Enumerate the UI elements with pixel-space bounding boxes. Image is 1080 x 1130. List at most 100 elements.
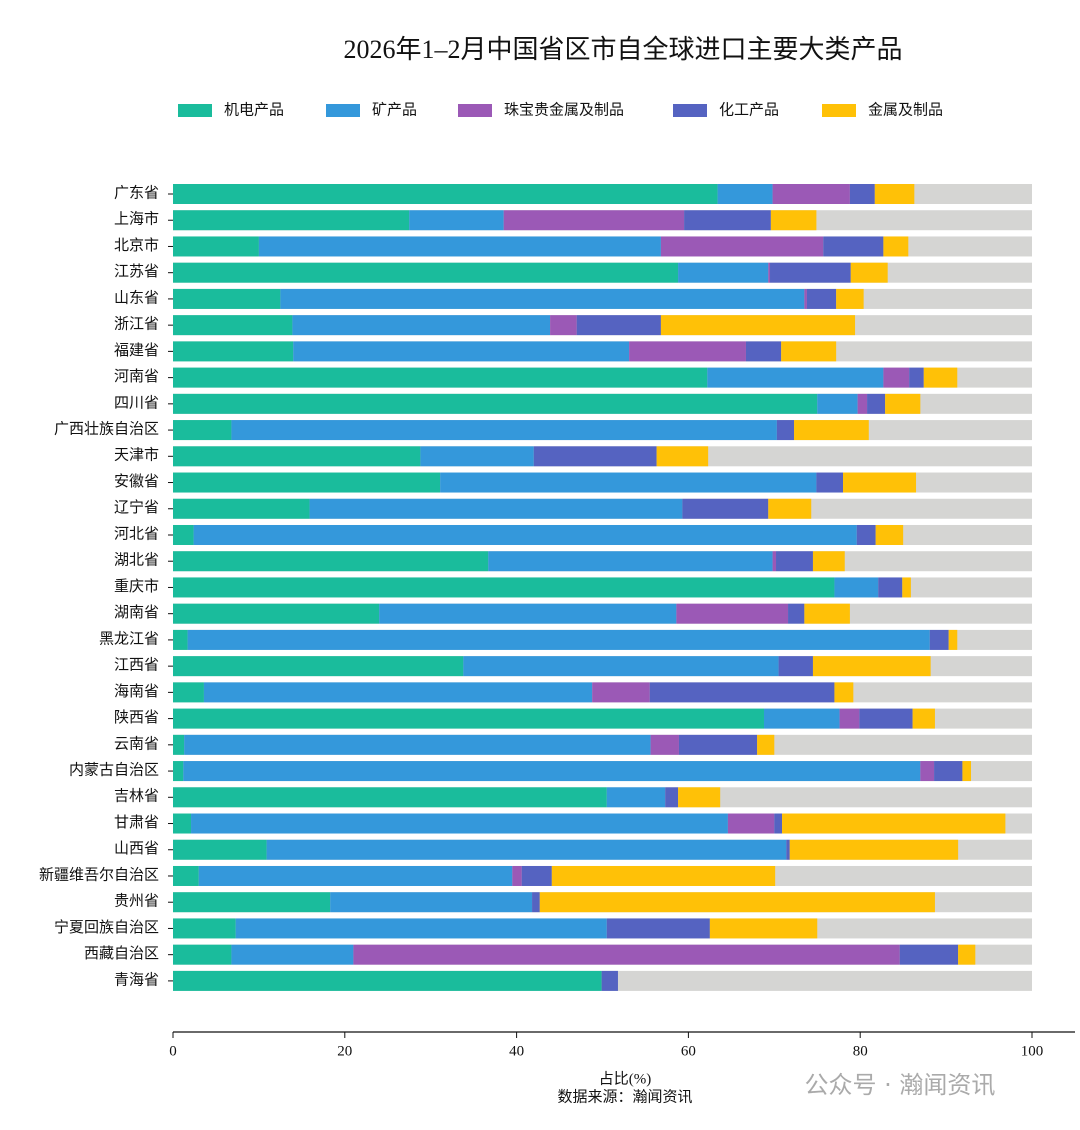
y-tick-label: 江西省	[114, 657, 159, 674]
y-tick-label: 上海市	[114, 211, 159, 228]
bar-segment	[173, 262, 679, 283]
bar-segment	[806, 288, 837, 309]
y-tick-label: 江苏省	[114, 263, 159, 280]
bar-segment	[923, 367, 958, 388]
x-tick-label: 80	[853, 1043, 868, 1059]
x-tick-label: 0	[169, 1043, 177, 1059]
bar-segment	[292, 315, 551, 336]
y-tick-label: 陕西省	[114, 709, 159, 726]
y-tick-label: 山东省	[114, 289, 159, 306]
x-tick-label: 40	[509, 1043, 524, 1059]
legend-label: 金属及制品	[868, 101, 943, 118]
bar-segment	[629, 341, 746, 362]
bar-segment	[850, 262, 888, 283]
bar-segment	[440, 472, 817, 493]
y-tick-label: 河北省	[114, 525, 159, 542]
y-tick-label: 安徽省	[114, 473, 159, 490]
bar-segment	[187, 629, 930, 650]
bar-segment	[678, 262, 769, 283]
bar-segment	[867, 393, 886, 414]
x-axis-label: 占比(%)	[599, 1070, 652, 1087]
y-tick-label: 广西壮族自治区	[54, 421, 159, 438]
bar-segment	[770, 262, 851, 283]
y-tick-label: 浙江省	[114, 316, 159, 333]
bar-segment	[533, 446, 657, 467]
bar-segment	[665, 787, 679, 808]
bar-segment	[173, 551, 489, 572]
bar-segment	[512, 865, 522, 886]
bar-segment	[727, 813, 775, 834]
bar-segment	[235, 918, 607, 939]
bar-segment	[929, 629, 949, 650]
bar-segment	[768, 262, 771, 283]
y-tick-label: 山西省	[114, 840, 159, 857]
bar-segment	[173, 524, 194, 545]
bar-segment	[836, 288, 864, 309]
y-tick-label: 吉林省	[114, 788, 159, 805]
bar-segment	[592, 682, 650, 703]
bar-segment	[173, 892, 331, 913]
bar-segment	[198, 865, 513, 886]
y-tick-label: 贵州省	[114, 893, 159, 910]
bar-segment	[173, 446, 421, 467]
x-tick-label: 100	[1021, 1043, 1044, 1059]
bar-segment	[920, 761, 935, 782]
bar-segment	[859, 708, 913, 729]
legend-label: 矿产品	[372, 101, 417, 118]
legend-swatch	[458, 104, 492, 117]
bar-segment	[173, 341, 294, 362]
bar-segment	[684, 210, 771, 231]
bar-segment	[184, 734, 651, 755]
y-tick-label: 黑龙江省	[99, 630, 159, 647]
bar-segment	[309, 498, 683, 519]
bar-segment	[878, 577, 903, 598]
bar-segment	[173, 734, 185, 755]
bar-segment	[173, 603, 380, 624]
bar-segment	[849, 184, 875, 204]
bar-segment	[909, 367, 924, 388]
bar-segment	[231, 944, 354, 965]
bar-segment	[503, 210, 685, 231]
bar-segment	[786, 839, 790, 860]
bar-segment	[601, 970, 618, 991]
bar-segment	[551, 865, 776, 886]
bar-segment	[532, 892, 540, 913]
bar-segment	[266, 839, 787, 860]
bar-segment	[539, 892, 935, 913]
bar-segment	[656, 446, 709, 467]
bar-segment	[258, 236, 661, 257]
bar-segment	[958, 944, 976, 965]
bar-segment	[709, 918, 818, 939]
bar-segment	[763, 708, 840, 729]
bar-segment	[856, 524, 876, 545]
x-tick-label: 20	[337, 1043, 352, 1059]
bar-segment	[488, 551, 773, 572]
bar-segment	[650, 734, 679, 755]
bar-segment	[420, 446, 534, 467]
bar-segment	[678, 734, 758, 755]
bar-segment	[682, 498, 769, 519]
bar-segment	[717, 184, 773, 204]
bar-segment	[193, 524, 857, 545]
bar-segment	[409, 210, 504, 231]
bar-segment	[173, 813, 192, 834]
bar-segment	[173, 682, 204, 703]
bar-segment	[912, 708, 935, 729]
bar-segment	[812, 551, 845, 572]
legend-label: 珠宝贵金属及制品	[504, 101, 624, 118]
bar-segment	[660, 315, 856, 336]
bar-segment	[839, 708, 860, 729]
bar-segment	[173, 420, 232, 441]
y-tick-label: 北京市	[114, 237, 159, 254]
bar-segment	[606, 787, 666, 808]
y-tick-label: 云南省	[114, 735, 159, 752]
bar-segment	[678, 787, 721, 808]
bar-segment	[173, 656, 464, 677]
bar-segment	[173, 918, 236, 939]
legend-label: 机电产品	[224, 101, 284, 118]
y-tick-label: 西藏自治区	[84, 945, 159, 962]
bar-segment	[823, 236, 884, 257]
bar-segment	[707, 367, 884, 388]
watermark: 公众号 · 瀚闻资讯	[805, 1071, 996, 1099]
